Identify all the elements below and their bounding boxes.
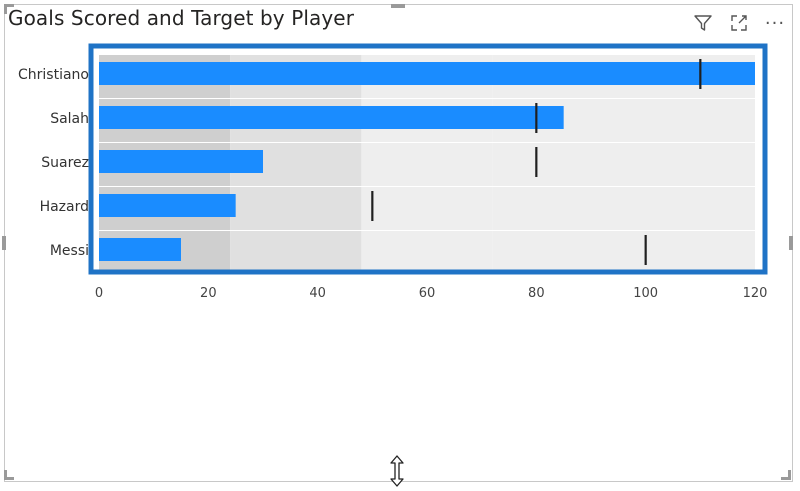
resize-handle-top-left[interactable] [4,4,14,7]
filter-icon[interactable] [692,12,714,34]
x-tick-label: 100 [633,286,658,301]
resize-handle-top[interactable] [391,4,405,8]
range-band [361,231,493,274]
plot-selection-outline [88,43,768,275]
resize-handle-bottom-right-v[interactable] [788,470,791,480]
x-tick-label: 0 [95,286,103,301]
x-tick-label: 80 [528,286,545,301]
visual-title: Goals Scored and Target by Player [8,6,355,30]
goals-bar [99,62,755,85]
x-tick-label: 20 [200,286,217,301]
category-label: Hazard [40,199,89,215]
range-band [492,143,755,186]
resize-cursor-icon [387,455,407,487]
x-tick-label: 40 [309,286,326,301]
category-label: Christiano [18,67,89,83]
focus-mode-icon[interactable] [728,12,750,34]
resize-handle-left[interactable] [2,236,6,250]
visual-header-icons: ··· [692,12,786,34]
resize-handle-bottom-left-v[interactable] [4,470,7,480]
goals-bar [99,238,181,261]
range-band [361,187,493,230]
goals-bar [99,106,564,129]
range-band [230,187,362,230]
more-options-icon[interactable]: ··· [764,12,786,34]
resize-handle-bottom-right[interactable] [781,477,791,480]
range-band [361,143,493,186]
resize-handle-right[interactable] [789,236,793,250]
range-band [492,231,755,274]
category-label: Salah [50,111,89,127]
x-tick-label: 120 [743,286,768,301]
category-label: Suarez [41,155,89,171]
resize-handle-top-left-v[interactable] [4,4,7,14]
x-tick-label: 60 [419,286,436,301]
resize-handle-bottom-left[interactable] [4,477,14,480]
range-band [492,187,755,230]
goals-bar [99,194,236,217]
category-label: Messi [50,243,89,259]
goals-bar [99,150,263,173]
range-band [230,231,362,274]
